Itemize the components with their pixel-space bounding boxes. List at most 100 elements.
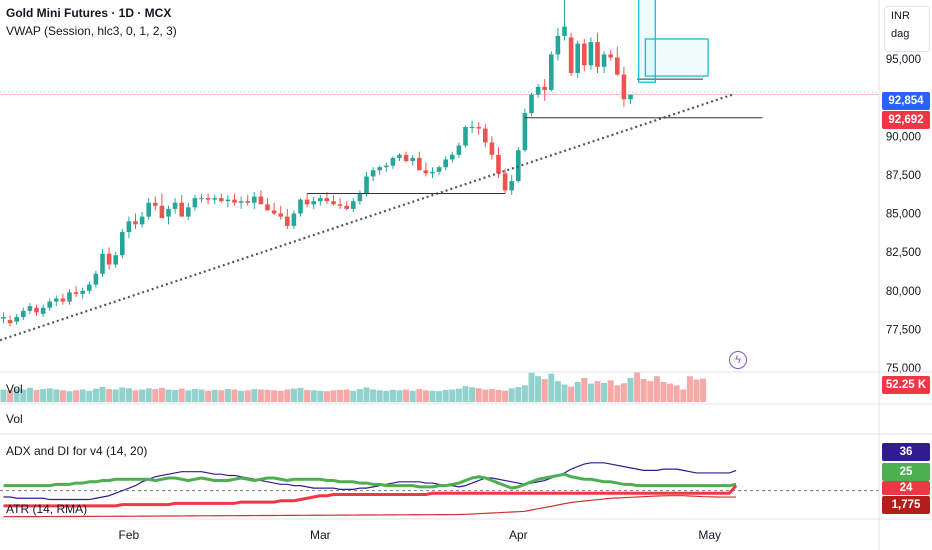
candle-body	[621, 74, 627, 100]
atr-pane[interactable]	[3, 495, 737, 518]
highlight-rectangle	[638, 0, 656, 83]
volume-bar	[40, 389, 47, 402]
time-axis[interactable]: Feb Mar Apr May	[119, 528, 721, 542]
candle-body	[212, 198, 217, 200]
volume-bar	[277, 390, 284, 402]
currency-unit-selector[interactable]: INR dag	[884, 6, 930, 52]
volume-bar	[139, 389, 146, 402]
candle-body	[80, 290, 85, 294]
candle-body	[100, 253, 105, 274]
volume-bar	[0, 389, 7, 402]
volume-bar	[449, 389, 456, 402]
volume-bar	[119, 387, 126, 402]
volume-bar	[614, 385, 621, 402]
volume-bar	[185, 390, 192, 402]
candle-body	[423, 170, 429, 174]
adx-legend[interactable]: ADX and DI for v4 (14, 20)	[6, 444, 148, 458]
volume-bar	[363, 387, 370, 402]
candle-body	[54, 298, 59, 302]
candle-body	[318, 198, 323, 202]
volume-bar	[429, 390, 436, 402]
price-tick-label: 90,000	[886, 131, 921, 143]
candle-body	[370, 170, 376, 177]
volume-bar	[442, 389, 449, 402]
volume-bar	[106, 389, 113, 402]
candle-body	[529, 94, 534, 114]
candle-body	[489, 142, 495, 155]
candle-body	[436, 167, 442, 172]
volume-bar	[455, 388, 462, 402]
candle-body	[535, 86, 541, 95]
candle-body	[601, 54, 607, 67]
volume-bar	[422, 390, 429, 402]
flash-icon[interactable]: ϟ	[729, 351, 747, 369]
volume-bar	[178, 388, 185, 402]
price-tick-label: 82,500	[886, 247, 921, 259]
volume-bar	[172, 389, 179, 402]
volume-bar	[238, 390, 245, 402]
volume-bar	[330, 390, 337, 402]
volume-pane[interactable]	[0, 372, 707, 402]
volume-bar	[667, 383, 674, 402]
volume-bar	[66, 391, 73, 402]
candle-body	[311, 201, 316, 205]
candle-body	[522, 113, 528, 151]
adx-pane[interactable]	[0, 462, 879, 508]
candle-body	[410, 157, 415, 162]
drawing-layer[interactable]	[0, 0, 763, 342]
candle-body	[166, 208, 171, 217]
volume-legend[interactable]: Vol	[6, 382, 23, 396]
volume-bar	[403, 389, 410, 402]
candle-body	[304, 199, 310, 205]
price-axis[interactable]: 75,000 77,500 80,000 82,500 85,000 87,500 90,0…	[886, 15, 921, 375]
candle-body	[146, 202, 151, 217]
volume-bar	[561, 384, 568, 402]
candle-body	[106, 253, 112, 265]
candle-body	[562, 26, 567, 36]
volume-bar	[693, 379, 700, 402]
candle-body	[21, 310, 26, 318]
atr-legend[interactable]: ATR (14, RMA)	[6, 502, 88, 516]
volume-bar	[548, 373, 555, 402]
volume-bar	[574, 382, 581, 402]
volume-bar	[607, 380, 614, 402]
candle-body	[417, 157, 422, 171]
candle-body	[14, 317, 19, 322]
vwap-legend[interactable]: VWAP (Session, hlc3, 0, 1, 2, 3)	[6, 24, 177, 38]
candle-body	[628, 94, 633, 100]
time-tick-label: Feb	[119, 528, 140, 542]
candle-body	[496, 154, 501, 174]
volume-bar	[581, 377, 588, 402]
volume-bar	[125, 388, 132, 402]
candle-body	[397, 154, 402, 158]
candle-body	[384, 165, 389, 168]
candle-body	[337, 204, 343, 206]
atr-line	[3, 495, 737, 518]
price-tick-label: 75,000	[886, 363, 921, 375]
candle-body	[403, 154, 409, 162]
volume-bar	[59, 390, 66, 402]
price-pane[interactable]	[0, 0, 879, 327]
volume-bar	[389, 389, 396, 402]
volume-bar	[627, 377, 634, 402]
volume-legend-secondary[interactable]: Vol	[6, 412, 23, 426]
candle-body	[159, 205, 165, 219]
dotted-trend-line	[0, 93, 733, 342]
symbol-title[interactable]: Gold Mini Futures · 1D · MCX	[6, 6, 172, 20]
candle-body	[133, 221, 138, 225]
volume-bar	[53, 389, 60, 402]
candle-body	[93, 273, 99, 285]
candle-body	[179, 202, 184, 217]
volume-bar	[370, 389, 377, 402]
volume-bar	[205, 390, 212, 402]
volume-bar	[198, 389, 205, 402]
candle-body	[331, 201, 336, 205]
volume-bar	[323, 391, 330, 402]
candle-body	[67, 292, 72, 302]
volume-bar	[521, 385, 528, 402]
volume-bar	[475, 388, 482, 402]
candle-body	[47, 301, 52, 308]
candle-body	[285, 216, 290, 226]
volume-bar	[673, 385, 680, 402]
candle-body	[351, 201, 356, 209]
